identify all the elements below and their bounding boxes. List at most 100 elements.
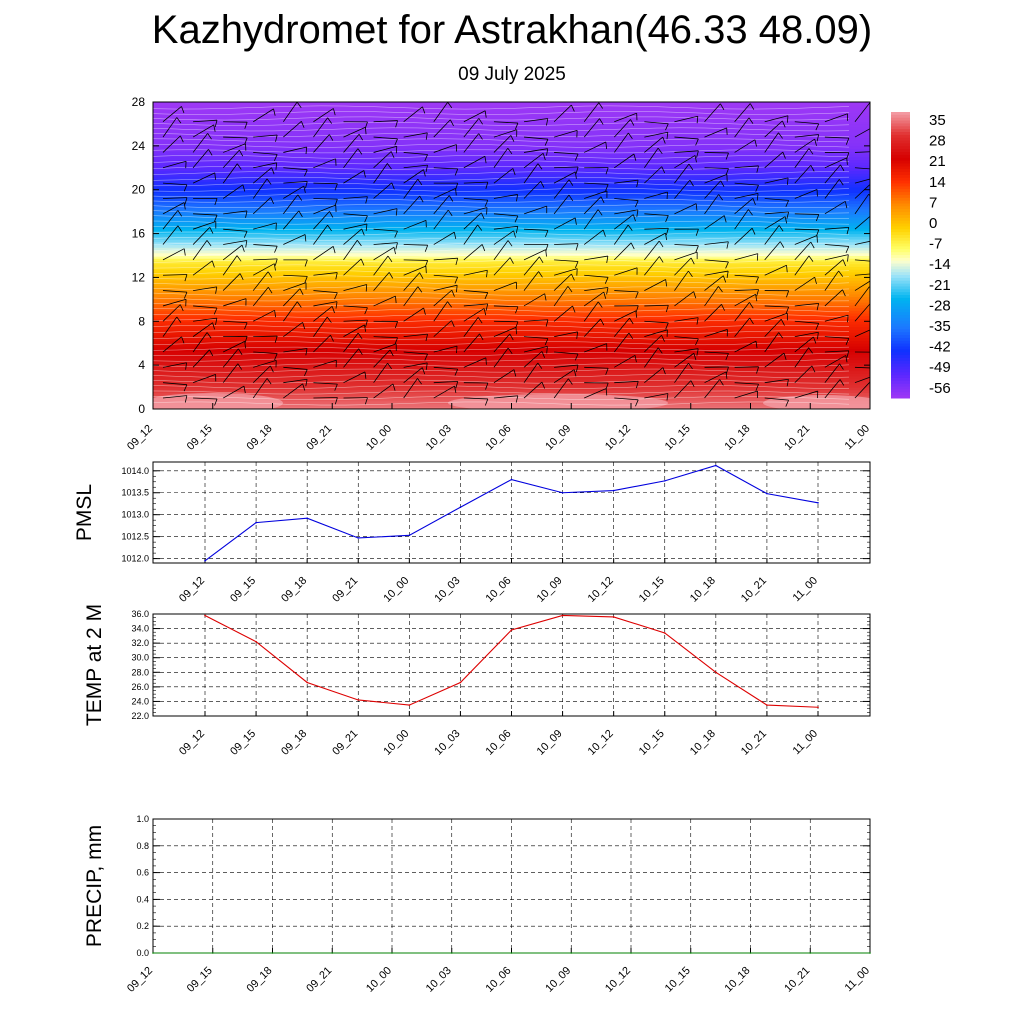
wind-barb xyxy=(403,272,420,291)
wind-barb xyxy=(824,350,849,353)
wind-barb-feather xyxy=(808,347,814,354)
wind-barb xyxy=(403,106,423,123)
wind-barb-feather xyxy=(782,120,786,128)
x-tick-label: 10_18 xyxy=(723,423,753,453)
wind-barb-feather xyxy=(358,133,364,141)
chart-subtitle: 09 July 2025 xyxy=(458,64,566,85)
wind-barb-feather xyxy=(696,116,699,124)
wind-barb-feather xyxy=(486,270,488,278)
colorbar-swatch xyxy=(891,217,910,222)
wind-barb-feather xyxy=(514,215,519,223)
wind-barb xyxy=(704,215,725,230)
wind-barb xyxy=(854,240,870,245)
wind-barb xyxy=(854,329,870,338)
wind-barb xyxy=(193,119,218,123)
wind-barb xyxy=(824,179,840,199)
colorbar-swatch xyxy=(891,114,910,119)
wind-barb-feather xyxy=(299,288,304,296)
wind-barb-feather xyxy=(720,103,725,111)
colorbar-swatch xyxy=(891,152,910,156)
colorbar-label: -21 xyxy=(929,277,951,294)
colorbar-swatch xyxy=(891,317,910,322)
wind-barb xyxy=(704,259,729,263)
colorbar-swatch xyxy=(891,335,910,339)
wind-barb xyxy=(794,213,819,215)
wind-barb xyxy=(373,362,388,383)
wind-barb xyxy=(433,144,457,153)
temperature-band xyxy=(153,268,870,273)
wind-barb-feather xyxy=(304,276,308,284)
x-tick-label: 10_09 xyxy=(535,728,565,758)
wind-barb-feather xyxy=(572,305,576,313)
wind-barb xyxy=(193,213,218,216)
wind-barb xyxy=(794,165,812,184)
wind-barb-feather xyxy=(395,120,398,128)
wind-barb xyxy=(313,306,333,322)
wind-barb xyxy=(613,317,630,337)
colorbar-swatch xyxy=(891,355,910,359)
wind-barb xyxy=(283,146,307,153)
wind-barb-feather xyxy=(629,317,634,325)
wind-barb xyxy=(734,253,758,261)
x-tick-label: 10_03 xyxy=(424,423,454,453)
wind-barb xyxy=(854,193,870,215)
wind-barb-feather xyxy=(574,261,579,269)
temperature-band xyxy=(153,276,870,281)
wind-barb-feather xyxy=(455,183,459,190)
contour-line xyxy=(153,204,850,208)
wind-barb xyxy=(523,271,539,291)
colorbar-swatch xyxy=(891,272,910,276)
wind-barb-feather xyxy=(693,291,697,299)
data-point xyxy=(357,537,360,539)
y-tick-label: 0 xyxy=(138,402,145,416)
wind-barb-feather xyxy=(214,214,218,222)
wind-barb xyxy=(403,378,418,399)
wind-barb-feather xyxy=(214,398,218,406)
wind-barb-feather xyxy=(274,335,278,343)
wind-barb-feather xyxy=(422,106,426,114)
wind-barb-feather xyxy=(635,305,639,313)
wind-barb xyxy=(704,167,729,169)
wind-barb-feather xyxy=(877,273,879,280)
wind-barb xyxy=(162,395,187,399)
wind-barb-feather xyxy=(365,320,368,327)
wind-barb-feather xyxy=(357,332,363,340)
wind-barb xyxy=(403,362,428,368)
wind-barb-feather xyxy=(568,194,574,202)
warm-patch xyxy=(153,393,283,409)
wind-barb-feather xyxy=(185,362,187,370)
wind-barb xyxy=(824,259,844,276)
contour-line xyxy=(153,171,850,176)
wind-barb-feather xyxy=(454,276,459,284)
temperature-band xyxy=(153,339,870,344)
wind-barb xyxy=(824,355,846,368)
wind-barb xyxy=(463,290,488,293)
y-tick-label: 1012.5 xyxy=(121,532,149,542)
wind-barb-feather xyxy=(425,165,428,173)
wind-barb xyxy=(463,181,488,184)
wind-barb xyxy=(373,383,394,399)
wind-barb xyxy=(824,244,849,247)
temperature-band xyxy=(153,331,870,336)
data-point xyxy=(663,480,666,482)
wind-barb xyxy=(824,226,849,230)
wind-barb-feather xyxy=(333,108,336,116)
y-tick-label: 16 xyxy=(132,227,146,241)
wind-barb-feather xyxy=(636,180,639,188)
colorbar-swatch xyxy=(891,286,910,290)
wind-barb-feather xyxy=(241,244,245,252)
wind-barb xyxy=(764,352,785,368)
wind-barb xyxy=(794,276,815,291)
colorbar-swatch xyxy=(891,275,910,279)
wind-barb-feather xyxy=(873,214,876,221)
wind-barb-feather xyxy=(630,242,635,250)
temperature-band xyxy=(153,326,870,331)
wind-barb-feather xyxy=(207,133,212,140)
colorbar-swatch xyxy=(891,389,910,393)
data-point xyxy=(809,952,812,954)
wind-barb xyxy=(584,366,609,369)
wind-barb xyxy=(193,286,217,291)
wind-barb xyxy=(704,270,729,276)
x-tick-label: 10_15 xyxy=(663,423,693,453)
wind-barb-feather xyxy=(485,382,489,390)
